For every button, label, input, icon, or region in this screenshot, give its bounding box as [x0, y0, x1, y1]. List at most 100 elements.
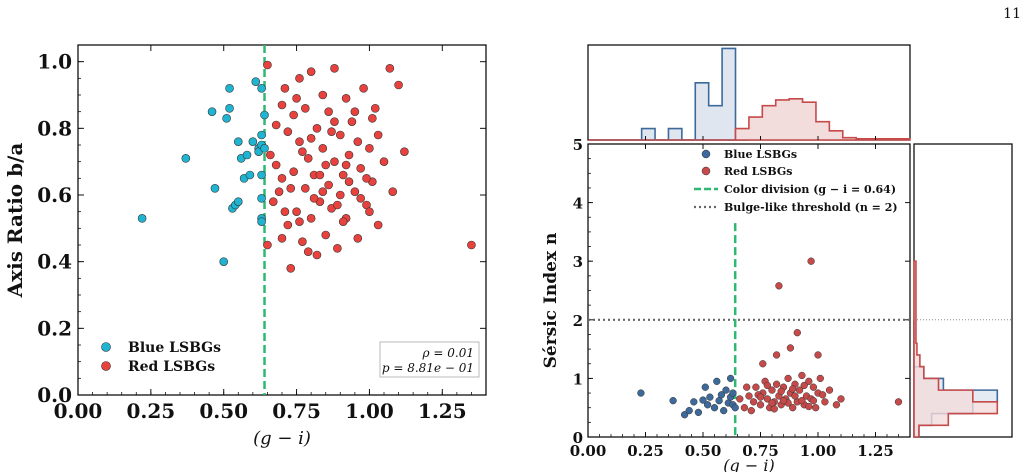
red-lsbg-point [306, 214, 316, 223]
red-lsbg-point [324, 107, 333, 116]
red-lsbg-point [312, 250, 322, 260]
red-lsbg-point [400, 147, 409, 156]
red-lsbg-point [298, 237, 307, 246]
red-lsbg-point [807, 257, 815, 265]
red-lsbg-point [775, 282, 783, 290]
right-x-tick-label: 0.75 [742, 442, 779, 460]
red-lsbg-point [301, 184, 310, 193]
red-lsbg-point [736, 395, 744, 403]
blue-lsbg-point [257, 130, 266, 140]
red-lsbg-point [335, 190, 345, 200]
red-lsbg-point [292, 207, 301, 216]
blue-lsbg-point [637, 389, 645, 397]
left-x-tick-label: 0.25 [126, 399, 175, 423]
blue-lsbg-point [233, 137, 243, 146]
red-lsbg-point [763, 381, 772, 390]
right-y-tick-label: 2 [573, 312, 583, 330]
right-y-tick-label: 5 [573, 136, 583, 154]
red-lsbg-point [353, 137, 363, 146]
red-lsbg-point [266, 150, 275, 160]
right-legend-marker-red [701, 166, 711, 176]
red-lsbg-point [818, 391, 827, 399]
red-lsbg-point [365, 144, 374, 153]
red-lsbg-point [283, 220, 293, 230]
blue-lsbg-point [699, 396, 707, 404]
red-lsbg-point [743, 383, 751, 391]
blue-lsbg-point [225, 84, 234, 93]
blue-lsbg-point [222, 114, 231, 123]
red-lsbg-point [359, 84, 368, 93]
blue-lsbg-point [257, 217, 266, 226]
red-lsbg-point [809, 383, 818, 391]
blue-lsbg-point [722, 386, 730, 394]
blue-lsbg-point [720, 406, 728, 415]
red-lsbg-point [805, 402, 813, 411]
top-hist-blue [588, 47, 749, 141]
right-x-tick-label: 0.00 [570, 442, 607, 460]
red-lsbg-point [280, 207, 290, 216]
red-lsbg-point [832, 401, 841, 409]
left-legend-label: Blue LSBGs [128, 340, 221, 356]
left-y-tick-label: 0.6 [37, 183, 72, 207]
right-hist-red [913, 260, 999, 438]
red-lsbg-point [793, 329, 801, 337]
right-x-tick-label: 0.50 [685, 442, 722, 460]
red-lsbg-point [809, 397, 818, 405]
red-lsbg-point [318, 144, 328, 153]
red-lsbg-point [798, 397, 806, 405]
red-lsbg-point [321, 160, 331, 170]
blue-lsbg-point [706, 393, 714, 401]
red-lsbg-point [303, 154, 313, 163]
red-lsbg-point [309, 194, 319, 203]
red-lsbg-point [298, 147, 307, 156]
red-lsbg-point [772, 380, 781, 388]
red-lsbg-point [362, 174, 371, 183]
red-lsbg-point [814, 351, 822, 359]
red-lsbg-point [805, 377, 813, 385]
left-y-axis-label: Axis Ratio b/a [3, 143, 27, 299]
blue-lsbg-point [260, 144, 269, 153]
blue-lsbg-point [710, 404, 719, 412]
red-lsbg-point [324, 180, 333, 190]
red-lsbg-point [341, 160, 351, 170]
blue-lsbg-point [248, 137, 258, 146]
red-lsbg-point [303, 247, 313, 256]
red-lsbg-point [752, 383, 760, 391]
red-lsbg-point [759, 360, 767, 368]
red-lsbg-point [373, 130, 383, 140]
red-lsbg-point [289, 110, 298, 120]
red-lsbg-point [385, 64, 395, 73]
red-lsbg-point [315, 170, 325, 180]
red-lsbg-point [798, 371, 806, 380]
red-lsbg-point [353, 234, 363, 243]
right-histogram [913, 143, 1013, 438]
left-x-tick-label: 0.50 [199, 399, 248, 423]
left-y-tick-label: 0.2 [37, 316, 72, 340]
red-lsbg-point [779, 397, 788, 405]
red-lsbg-point [295, 137, 304, 146]
left-legend-marker [101, 361, 111, 371]
red-lsbg-point [789, 404, 797, 412]
red-lsbg-point [318, 90, 328, 100]
red-lsbg-point [344, 177, 354, 186]
red-lsbg-point [768, 386, 776, 394]
right-legend-label: Bulge-like threshold (n = 2) [724, 201, 898, 214]
left-y-tick-label: 0.4 [37, 250, 72, 274]
red-lsbg-point [370, 104, 380, 113]
stats-box [379, 341, 480, 378]
red-lsbg-point [816, 374, 824, 383]
red-lsbg-point [749, 398, 758, 406]
blue-lsbg-point [225, 104, 234, 113]
blue-lsbg-point [242, 150, 252, 160]
red-lsbg-point [268, 197, 278, 206]
right-y-tick-label: 3 [573, 253, 583, 271]
blue-lsbg-point [731, 404, 739, 412]
red-lsbg-point [467, 240, 476, 250]
left-x-tick-label: 1.25 [418, 399, 467, 423]
left-y-tick-label: 0.8 [37, 116, 72, 140]
left-x-tick-label: 0.75 [272, 399, 321, 423]
red-lsbg-point [295, 74, 304, 83]
red-lsbg-point [330, 117, 339, 126]
red-lsbg-point [388, 187, 398, 196]
